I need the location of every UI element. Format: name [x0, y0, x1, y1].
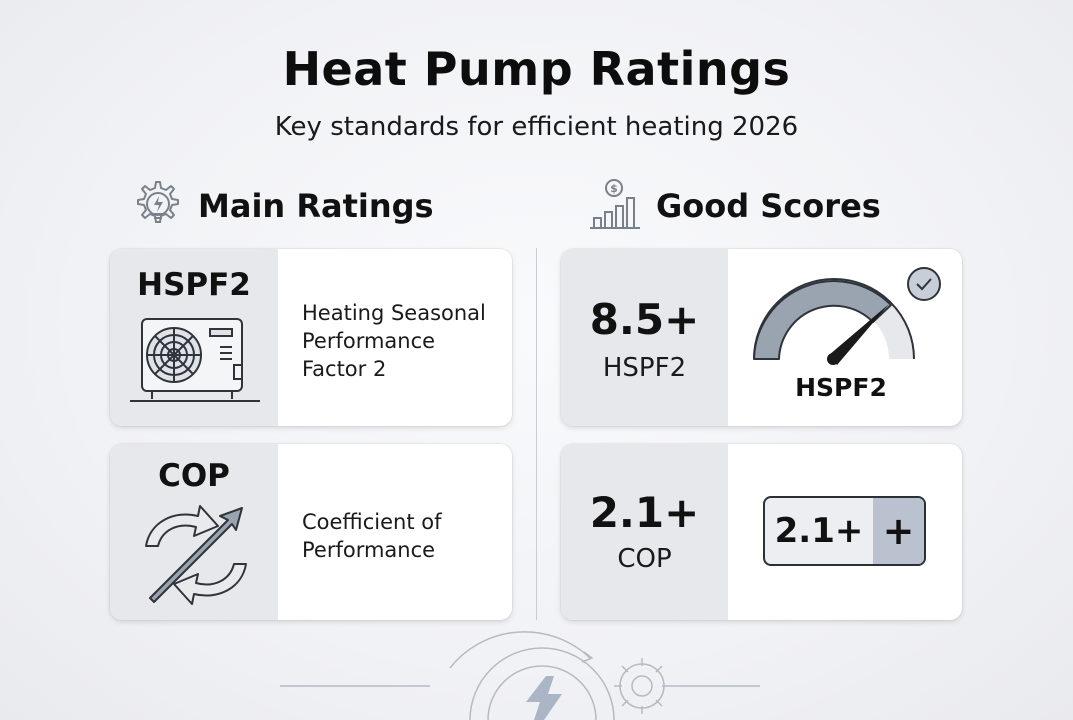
score-card-hspf2: 8.5+ HSPF2 HSPF2 — [561, 249, 962, 426]
rating-card-panel: COP — [110, 444, 278, 620]
svg-text:$: $ — [610, 182, 618, 195]
score-badge-plus: + — [873, 498, 924, 564]
score-value: 2.1+ — [589, 488, 700, 537]
section-label-good-scores: Good Scores — [656, 187, 881, 225]
outdoor-ac-unit-icon — [130, 318, 260, 402]
rating-description-line: Performance — [302, 329, 436, 353]
gear-lightbulb-icon — [137, 181, 179, 223]
score-unit: COP — [617, 544, 672, 574]
rating-description: Coefficient of Performance — [302, 508, 507, 564]
gauge-label: HSPF2 — [795, 373, 887, 402]
column-divider — [536, 248, 537, 620]
cycle-arrows-icon — [145, 505, 247, 605]
footer-gears-bolt-icon — [280, 631, 760, 720]
score-badge-text: 2.1+ — [774, 511, 864, 551]
section-header-main-ratings: Main Ratings — [128, 178, 434, 234]
score-value: 8.5+ — [589, 295, 700, 344]
rating-description-line: Coefficient of — [302, 510, 442, 534]
rating-term: HSPF2 — [137, 267, 251, 303]
score-card-panel: 2.1+ COP — [561, 444, 728, 620]
rating-card-hspf2: HSPF2 Heating Seasonal Performance Facto… — [110, 249, 512, 426]
rating-card-panel: HSPF2 — [110, 249, 278, 426]
rating-description-line: Factor 2 — [302, 357, 387, 381]
rating-description: Heating Seasonal Performance Factor 2 — [302, 299, 507, 383]
score-unit: HSPF2 — [602, 353, 687, 383]
rating-card-cop: COP Coefficient of Performance — [110, 444, 512, 620]
score-card-panel: 8.5+ HSPF2 — [561, 249, 728, 426]
check-circle-icon — [907, 267, 941, 301]
rating-description-line: Heating Seasonal — [302, 301, 486, 325]
gauge-icon — [753, 278, 915, 365]
page-subtitle: Key standards for efficient heating 2026 — [274, 112, 799, 142]
page-title: Heat Pump Ratings — [282, 42, 791, 96]
score-badge: 2.1+ + — [763, 496, 926, 566]
rating-description-line: Performance — [302, 538, 436, 562]
rating-term: COP — [158, 458, 230, 494]
section-header-good-scores: $ Good Scores — [586, 178, 881, 234]
section-label-main-ratings: Main Ratings — [198, 187, 434, 225]
dollar-bar-chart-icon: $ — [590, 179, 640, 229]
score-card-cop: 2.1+ COP 2.1+ + — [561, 444, 962, 620]
